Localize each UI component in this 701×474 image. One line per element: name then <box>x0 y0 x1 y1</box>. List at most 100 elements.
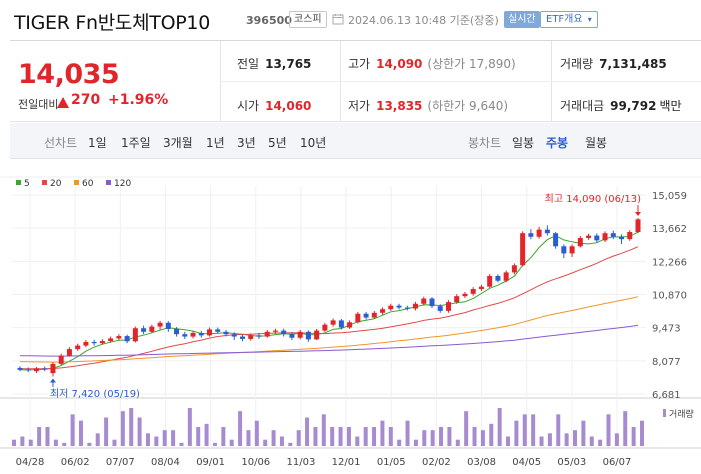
candle-body <box>223 331 229 335</box>
volume-bar <box>497 408 502 446</box>
candle-body <box>413 303 419 309</box>
period-5y-button[interactable]: 5년 <box>268 136 287 150</box>
legend-item-ma5: 5 <box>16 179 30 189</box>
period-3m-button[interactable]: 3개월 <box>163 136 193 150</box>
volume-bar <box>447 427 452 446</box>
volume-bar <box>363 427 368 446</box>
candle-body <box>99 341 105 344</box>
volume-bar <box>623 411 628 446</box>
volume-bar <box>171 430 176 446</box>
legend-item-ma120: 120 <box>106 179 131 189</box>
volume-bar <box>397 439 402 446</box>
trade-amount: 거래대금 99,792 백만 <box>560 97 682 114</box>
volume-bar <box>37 427 42 446</box>
candle-body <box>215 329 221 332</box>
candle-body <box>239 336 245 339</box>
candle-body <box>577 237 583 247</box>
candle-body <box>66 349 72 356</box>
volume-bar <box>573 430 578 446</box>
ma20-line <box>19 246 639 370</box>
legend-label: 5 <box>24 179 30 189</box>
up-arrow-icon <box>57 97 69 108</box>
period-10y-button[interactable]: 10년 <box>300 136 327 150</box>
candle-body <box>371 312 377 318</box>
volume-bar <box>254 420 259 446</box>
candle-body <box>355 313 361 323</box>
legend-swatch <box>74 180 79 185</box>
prev-close-label: 전일 <box>237 57 260 71</box>
candle-body <box>83 342 89 346</box>
divider <box>220 81 701 82</box>
candle-body <box>553 233 559 247</box>
volume-bar <box>296 430 301 446</box>
x-tick-label: 02/02 <box>422 457 451 468</box>
open-value: 14,060 <box>265 99 312 113</box>
period-1d-button[interactable]: 1일 <box>88 136 107 150</box>
candle-body <box>610 233 616 237</box>
legend-label: 60 <box>82 179 94 189</box>
candle-body <box>116 336 122 339</box>
page-title: TIGER Fn반도체TOP10 <box>14 12 210 34</box>
candle-body <box>462 293 468 297</box>
candle-body <box>569 246 575 254</box>
volume-bar <box>522 414 527 446</box>
legend-swatch <box>42 180 47 185</box>
candle-body <box>338 320 344 328</box>
ma5-line <box>19 231 639 371</box>
volume-bar <box>162 430 167 446</box>
candle-body <box>619 236 625 240</box>
period-toolbar: 선차트 1일 1주일 3개월 1년 3년 5년 10년 봉차트 일봉 주봉 월봉 <box>10 123 701 159</box>
volume-bar <box>62 442 67 446</box>
volume-bar <box>430 430 435 446</box>
volume-bar <box>271 430 276 446</box>
volume-bar <box>480 430 485 446</box>
candle-body <box>75 345 81 350</box>
x-tick-label: 07/07 <box>106 457 135 468</box>
candle-body <box>478 286 484 290</box>
volume-bar <box>614 433 619 446</box>
candle-body <box>404 307 410 309</box>
candle-body <box>322 324 328 331</box>
candle-body <box>157 322 163 327</box>
volume-bar <box>305 417 310 446</box>
x-tick-label: 01/05 <box>377 457 406 468</box>
candle-body <box>190 332 196 337</box>
volume-bar <box>355 436 360 446</box>
candle-body <box>347 322 353 328</box>
volume-bar <box>388 427 393 446</box>
etf-overview-dropdown[interactable]: ETF개요 ▾ <box>540 11 598 28</box>
monthly-candle-button[interactable]: 월봉 <box>585 136 608 150</box>
period-3y-button[interactable]: 3년 <box>237 136 256 150</box>
y-tick-label: 8,077 <box>652 357 681 368</box>
candle-body <box>454 296 460 303</box>
low-label: 저가 <box>348 99 371 113</box>
weekly-candle-button[interactable]: 주봉 <box>546 136 569 150</box>
x-tick-label: 06/02 <box>61 457 90 468</box>
x-tick-label: 06/07 <box>603 457 632 468</box>
volume-bar <box>514 420 519 446</box>
legend-item-ma20: 20 <box>42 179 61 189</box>
candle-body <box>17 367 23 370</box>
volume-bar <box>179 442 184 446</box>
x-tick-label: 08/04 <box>151 457 180 468</box>
volume-bar <box>70 414 75 446</box>
realtime-button[interactable]: 실시간 <box>504 11 540 28</box>
candle-body <box>305 331 311 340</box>
period-1y-button[interactable]: 1년 <box>206 136 225 150</box>
change-percent: +1.96% <box>108 92 169 108</box>
daily-candle-button[interactable]: 일봉 <box>512 136 535 150</box>
candle-body <box>594 235 600 241</box>
volume-bar <box>464 411 469 446</box>
x-tick-label: 12/01 <box>332 457 361 468</box>
volume-bar <box>564 433 569 446</box>
volume-bar <box>405 420 410 446</box>
volume-bar <box>606 414 611 446</box>
candle-body <box>149 326 155 332</box>
volume-bar <box>212 442 217 446</box>
etf-overview-label: ETF개요 <box>546 14 583 25</box>
candle-body <box>503 272 509 281</box>
period-1w-button[interactable]: 1주일 <box>121 136 151 150</box>
volume-bar <box>120 411 125 446</box>
high-arrow-head <box>635 212 641 217</box>
volume-bar <box>112 439 117 446</box>
